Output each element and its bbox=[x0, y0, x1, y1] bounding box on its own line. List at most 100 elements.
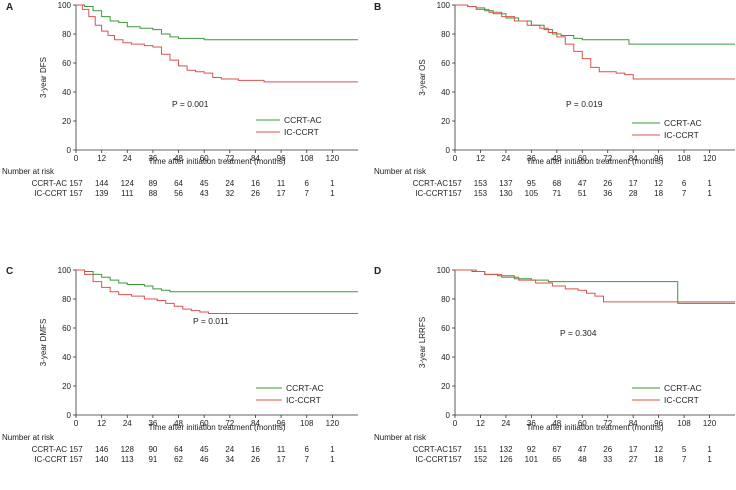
x-tick-label: 108 bbox=[677, 154, 691, 163]
y-tick-label: 40 bbox=[441, 88, 450, 97]
risk-count: 65 bbox=[552, 455, 561, 464]
y-tick-label: 100 bbox=[437, 1, 451, 10]
risk-table-title: Number at risk bbox=[2, 433, 55, 442]
panel-c: C 0 20 40 60 80 100 0 12 24 36 48 60 72 84 96 108 120 Time… bbox=[2, 266, 358, 464]
risk-count: 139 bbox=[95, 189, 109, 198]
risk-count: 130 bbox=[499, 189, 513, 198]
survival-curve-ic-ccrt bbox=[455, 4, 735, 80]
risk-count: 45 bbox=[200, 179, 209, 188]
risk-count: 95 bbox=[527, 179, 536, 188]
x-axis-title: Time after initiation treatment (months) bbox=[526, 423, 663, 432]
x-tick-label: 24 bbox=[123, 154, 132, 163]
risk-count: 1 bbox=[707, 179, 712, 188]
legend-label: CCRT-AC bbox=[286, 383, 324, 393]
y-tick-label: 60 bbox=[441, 324, 450, 333]
y-tick-label: 20 bbox=[62, 382, 71, 391]
risk-count: 1 bbox=[707, 445, 712, 454]
y-tick-label: 20 bbox=[62, 117, 71, 126]
risk-count: 16 bbox=[251, 179, 260, 188]
risk-count: 64 bbox=[174, 179, 183, 188]
x-tick-label: 12 bbox=[97, 419, 106, 428]
risk-count: 89 bbox=[148, 179, 157, 188]
y-axis-title: 3-year OS bbox=[418, 59, 427, 95]
risk-table-title: Number at risk bbox=[2, 167, 55, 176]
x-tick-label: 96 bbox=[654, 154, 663, 163]
risk-count: 157 bbox=[448, 455, 462, 464]
p-value-label: P = 0.304 bbox=[560, 328, 597, 338]
risk-count: 71 bbox=[552, 189, 561, 198]
risk-count: 62 bbox=[174, 455, 183, 464]
x-tick-label: 96 bbox=[654, 419, 663, 428]
risk-count: 157 bbox=[69, 189, 83, 198]
x-tick-label: 0 bbox=[453, 419, 458, 428]
panel-d: D 0 20 40 60 80 100 0 12 24 36 48 60 72 84 96 108 120 Time… bbox=[374, 266, 735, 464]
y-axis-title: 3-year DFS bbox=[39, 57, 48, 98]
y-tick-label: 20 bbox=[441, 382, 450, 391]
risk-row-label: CCRT-AC bbox=[32, 179, 68, 188]
risk-count: 153 bbox=[474, 179, 488, 188]
risk-count: 137 bbox=[499, 179, 513, 188]
risk-count: 113 bbox=[121, 455, 134, 464]
y-tick-label: 0 bbox=[446, 411, 451, 420]
risk-count: 11 bbox=[277, 179, 286, 188]
legend-label: CCRT-AC bbox=[664, 118, 702, 128]
risk-count: 17 bbox=[629, 445, 638, 454]
panel-letter: D bbox=[374, 266, 381, 277]
legend-label: CCRT-AC bbox=[664, 383, 702, 393]
y-tick-label: 80 bbox=[441, 295, 450, 304]
risk-count: 6 bbox=[305, 445, 310, 454]
risk-count: 64 bbox=[174, 445, 183, 454]
x-tick-label: 36 bbox=[148, 154, 157, 163]
risk-count: 126 bbox=[499, 455, 513, 464]
x-axis-title: Time after initiation treatment (months) bbox=[148, 423, 285, 432]
risk-row-label: IC-CCRT bbox=[34, 189, 67, 198]
survival-curve-ccrt-ac bbox=[76, 4, 358, 41]
risk-count: 36 bbox=[603, 189, 612, 198]
survival-curve-ic-ccrt bbox=[76, 269, 358, 314]
y-tick-label: 60 bbox=[62, 324, 71, 333]
survival-curve-ccrt-ac bbox=[455, 4, 735, 45]
risk-count: 90 bbox=[148, 445, 157, 454]
y-tick-label: 40 bbox=[62, 353, 71, 362]
x-tick-label: 12 bbox=[476, 154, 485, 163]
risk-count: 101 bbox=[525, 455, 539, 464]
risk-count: 26 bbox=[251, 455, 260, 464]
p-value-label: P = 0.011 bbox=[193, 316, 229, 326]
risk-count: 7 bbox=[305, 189, 310, 198]
risk-count: 28 bbox=[629, 189, 638, 198]
risk-count: 24 bbox=[225, 179, 234, 188]
y-tick-label: 100 bbox=[58, 1, 72, 10]
y-tick-label: 40 bbox=[441, 353, 450, 362]
risk-count: 43 bbox=[200, 189, 209, 198]
x-tick-label: 24 bbox=[501, 154, 510, 163]
risk-count: 6 bbox=[682, 179, 687, 188]
risk-table-title: Number at risk bbox=[374, 167, 427, 176]
y-tick-label: 100 bbox=[58, 266, 72, 275]
risk-count: 128 bbox=[121, 445, 135, 454]
risk-count: 12 bbox=[654, 445, 663, 454]
risk-count: 17 bbox=[629, 179, 638, 188]
risk-count: 157 bbox=[69, 455, 83, 464]
risk-row-label: IC-CCRT bbox=[415, 189, 448, 198]
x-tick-label: 48 bbox=[552, 154, 561, 163]
risk-count: 7 bbox=[305, 455, 310, 464]
risk-count: 48 bbox=[578, 455, 587, 464]
risk-count: 12 bbox=[654, 179, 663, 188]
risk-count: 32 bbox=[225, 189, 234, 198]
x-tick-label: 48 bbox=[552, 419, 561, 428]
y-tick-label: 0 bbox=[67, 146, 72, 155]
risk-count: 24 bbox=[225, 445, 234, 454]
risk-count: 124 bbox=[121, 179, 135, 188]
panel-letter: C bbox=[6, 266, 13, 277]
risk-count: 26 bbox=[603, 179, 612, 188]
risk-count: 11 bbox=[277, 445, 286, 454]
y-tick-label: 60 bbox=[62, 59, 71, 68]
risk-count: 140 bbox=[95, 455, 109, 464]
risk-count: 146 bbox=[95, 445, 109, 454]
y-tick-label: 0 bbox=[67, 411, 72, 420]
risk-count: 34 bbox=[225, 455, 234, 464]
risk-count: 7 bbox=[682, 189, 687, 198]
x-tick-label: 36 bbox=[527, 154, 536, 163]
p-value-label: P = 0.001 bbox=[172, 99, 209, 109]
x-tick-label: 0 bbox=[74, 419, 79, 428]
